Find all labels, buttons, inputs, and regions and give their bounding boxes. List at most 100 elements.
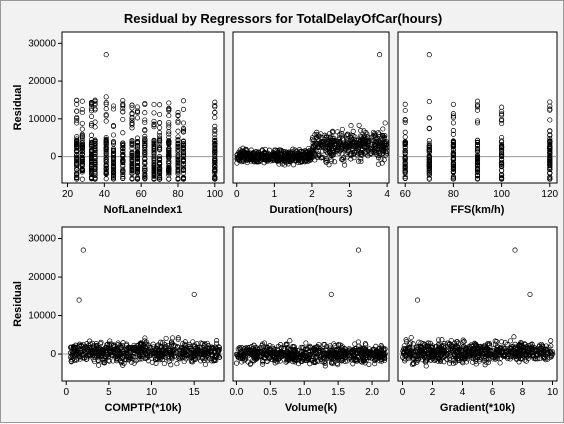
data-point — [110, 138, 117, 145]
data-point — [423, 359, 429, 365]
data-point — [188, 347, 195, 354]
data-point — [499, 112, 505, 118]
data-point — [129, 156, 135, 162]
data-point — [84, 346, 90, 353]
data-point — [290, 356, 296, 363]
data-point — [426, 52, 432, 58]
data-point — [372, 142, 379, 149]
data-point — [129, 102, 135, 108]
data-point — [474, 147, 481, 153]
data-point — [264, 152, 270, 158]
data-point — [175, 335, 181, 341]
data-point — [321, 341, 327, 348]
data-point — [499, 156, 505, 162]
data-point — [180, 164, 187, 170]
data-point — [353, 143, 359, 149]
data-point — [166, 113, 172, 119]
data-point — [499, 108, 505, 114]
data-point — [142, 164, 148, 170]
data-point — [491, 346, 497, 352]
x-tick-label: 3 — [347, 189, 353, 200]
data-point — [134, 149, 141, 155]
data-point — [134, 164, 141, 170]
data-point — [68, 359, 74, 365]
data-point — [277, 358, 283, 364]
data-point — [103, 52, 109, 58]
data-point — [383, 142, 389, 148]
data-point — [355, 247, 362, 253]
data-point — [426, 147, 432, 153]
data-point — [371, 346, 377, 352]
data-point — [238, 346, 244, 352]
data-point — [450, 141, 456, 147]
data-point — [272, 147, 278, 153]
x-tick-label: 0 — [234, 189, 240, 200]
data-point — [474, 142, 481, 149]
data-point — [548, 343, 554, 349]
data-point — [276, 158, 282, 164]
data-point — [92, 98, 98, 104]
data-point — [74, 140, 80, 146]
data-point — [136, 348, 142, 354]
data-point — [151, 110, 157, 116]
data-point — [133, 358, 139, 364]
data-point — [504, 341, 510, 348]
data-point — [79, 167, 85, 173]
data-point — [368, 146, 374, 152]
x-axis-label: COMPTP(*10k) — [104, 402, 181, 414]
data-point — [212, 146, 218, 153]
data-point — [321, 354, 327, 360]
data-point — [176, 354, 182, 360]
data-point — [450, 138, 456, 144]
panel-comptp: 0 10000 20000 30000 Residual 0 5 10 15 COMPTP(*10… — [12, 226, 225, 414]
data-point — [103, 111, 109, 118]
data-point — [463, 350, 469, 356]
data-point — [322, 134, 328, 141]
data-point — [142, 176, 148, 182]
data-point — [463, 359, 470, 365]
data-point — [402, 156, 408, 162]
data-point — [337, 347, 343, 353]
data-point — [450, 115, 456, 121]
data-point — [166, 107, 172, 114]
data-point — [348, 132, 354, 138]
data-point — [157, 154, 163, 160]
data-point — [267, 346, 273, 352]
data-point — [151, 160, 157, 166]
data-point — [287, 152, 293, 158]
data-point — [383, 139, 389, 145]
data-point — [169, 351, 175, 357]
y-tick-label: 20000 — [28, 272, 56, 283]
y-axis-label: Residual — [12, 85, 24, 131]
data-point — [450, 131, 456, 137]
data-point — [402, 157, 408, 164]
data-point — [307, 344, 313, 350]
data-point — [474, 98, 481, 104]
data-point — [152, 354, 158, 360]
data-point — [445, 346, 451, 352]
data-point — [347, 354, 353, 360]
data-point — [103, 101, 109, 107]
data-point — [486, 353, 492, 359]
data-point — [482, 342, 488, 349]
data-point — [344, 132, 350, 138]
x-tick-label: 4 — [384, 189, 390, 200]
data-point — [499, 139, 505, 145]
data-point — [547, 106, 553, 112]
data-point — [126, 348, 132, 354]
data-point — [267, 147, 273, 153]
data-point — [147, 352, 153, 359]
data-point — [79, 131, 85, 137]
data-point — [127, 355, 133, 361]
data-point — [129, 122, 135, 128]
data-point — [117, 345, 123, 351]
data-point — [370, 133, 376, 139]
data-point — [473, 361, 479, 367]
data-point — [160, 346, 166, 352]
data-point — [402, 176, 408, 182]
data-point — [338, 356, 344, 362]
data-point — [148, 351, 154, 357]
data-point — [212, 110, 218, 116]
data-point — [110, 150, 117, 156]
